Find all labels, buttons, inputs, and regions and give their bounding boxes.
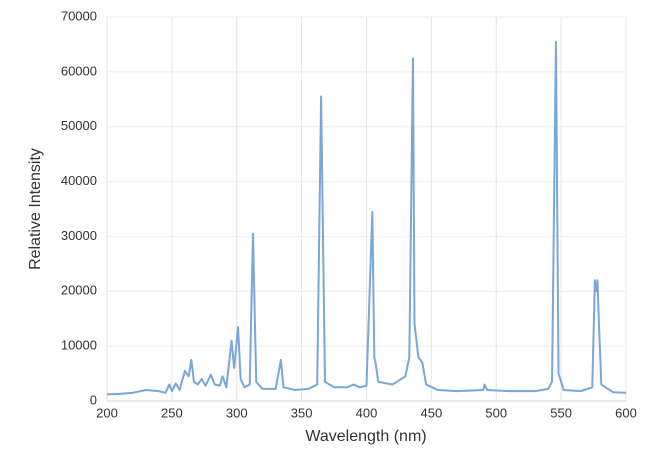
x-tick-label: 250 [161, 405, 183, 420]
y-axis-title: Relative Intensity [27, 148, 44, 270]
y-tick-label: 30000 [61, 228, 97, 243]
y-tick-label: 50000 [61, 118, 97, 133]
spectrum-line [106, 40, 627, 396]
x-axis-title: Wavelength (nm) [305, 428, 426, 445]
x-tick-label: 350 [291, 405, 313, 420]
x-tick-label: 600 [615, 405, 637, 420]
y-tick-label: 10000 [61, 338, 97, 353]
x-tick-label: 200 [96, 405, 118, 420]
x-tick-label: 450 [421, 405, 443, 420]
x-tick-label: 500 [485, 405, 507, 420]
y-tick-label: 60000 [61, 63, 97, 78]
y-tick-label: 70000 [61, 8, 97, 23]
x-tick-label: 550 [550, 405, 572, 420]
x-tick-label: 400 [356, 405, 378, 420]
y-tick-label: 0 [90, 392, 97, 407]
x-tick-label: 300 [226, 405, 248, 420]
y-tick-label: 20000 [61, 283, 97, 298]
y-tick-label: 40000 [61, 173, 97, 188]
